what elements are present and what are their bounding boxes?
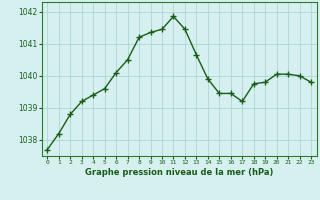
X-axis label: Graphe pression niveau de la mer (hPa): Graphe pression niveau de la mer (hPa) — [85, 168, 273, 177]
